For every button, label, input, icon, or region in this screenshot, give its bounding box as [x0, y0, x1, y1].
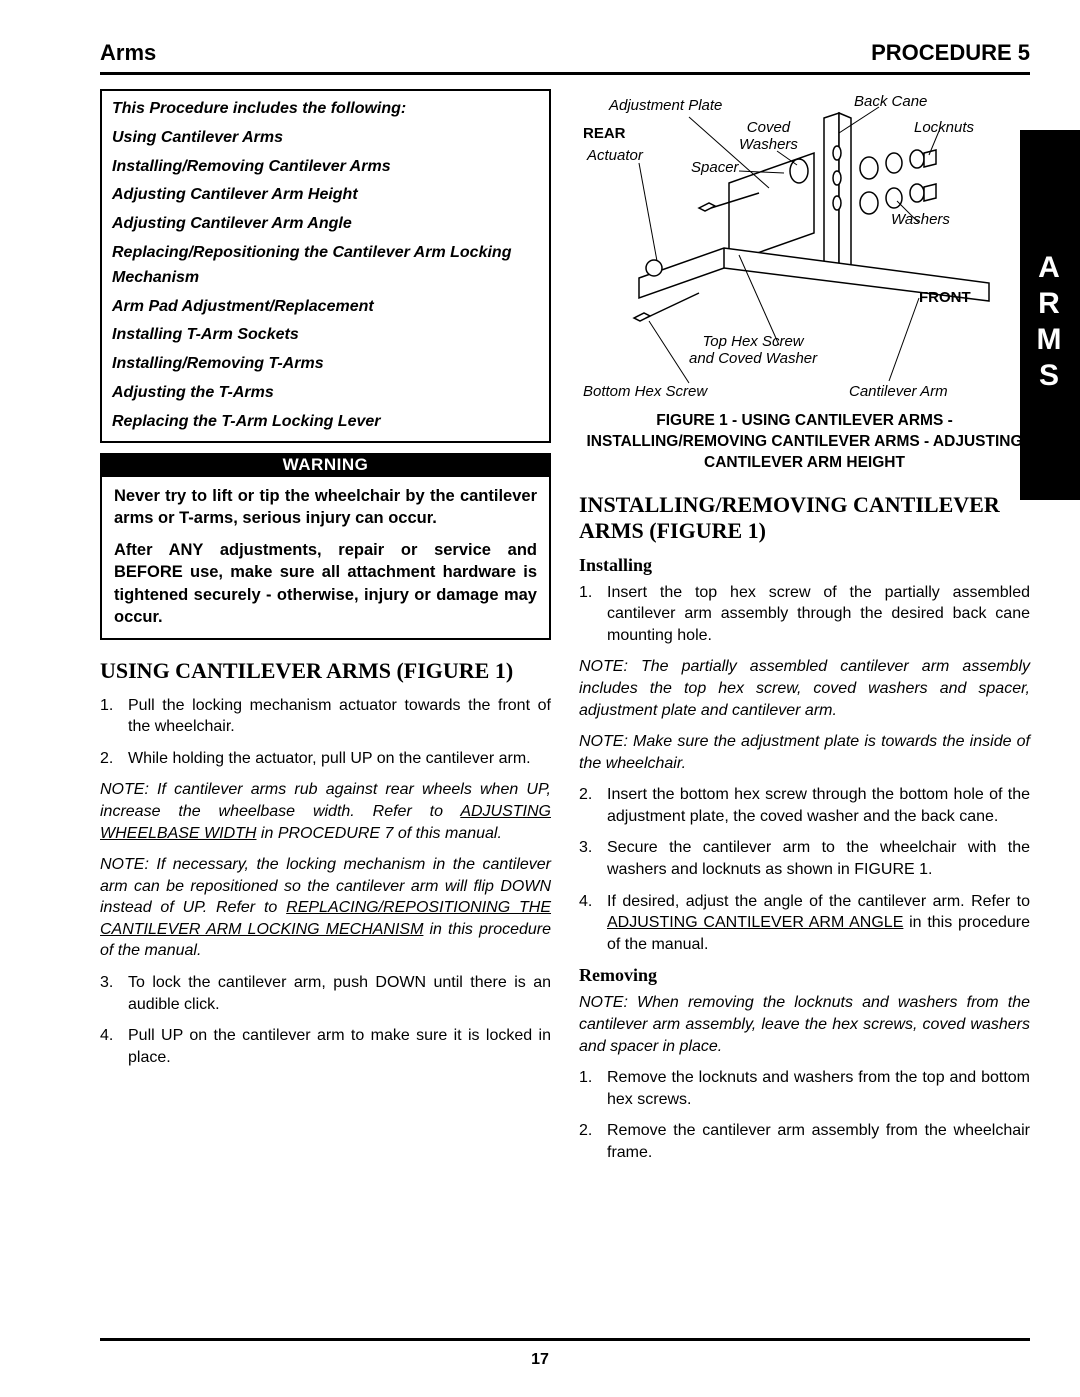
page-number: 17 [0, 1351, 1080, 1369]
lbl-washers: Washers [891, 211, 950, 228]
lbl-spacer: Spacer [691, 159, 739, 176]
step: If desired, adjust the angle of the cant… [579, 891, 1030, 956]
procedure-lead: This Procedure includes the following: [102, 91, 549, 124]
lbl-actuator: Actuator [587, 147, 643, 164]
figure-1-diagram: Adjustment Plate Back Cane REAR Coved Wa… [579, 93, 1030, 403]
subheading-installing: Installing [579, 555, 1030, 576]
step: Secure the cantilever arm to the wheelch… [579, 837, 1030, 880]
procedure-item: Adjusting Cantilever Arm Angle [102, 210, 549, 239]
warning-p1: Never try to lift or tip the wheelchair … [114, 485, 537, 530]
procedure-item: Replacing the T-Arm Locking Lever [102, 408, 549, 441]
step: Insert the top hex screw of the partiall… [579, 582, 1030, 647]
procedure-item: Replacing/Repositioning the Cantilever A… [102, 239, 549, 293]
note: NOTE: The partially assembled cantilever… [579, 656, 1030, 721]
lbl-back-cane: Back Cane [854, 93, 927, 110]
note: NOTE: If cantilever arms rub against rea… [100, 779, 551, 844]
note: NOTE: Make sure the adjustment plate is … [579, 731, 1030, 774]
note: NOTE: When removing the locknuts and was… [579, 992, 1030, 1057]
procedure-item: Using Cantilever Arms [102, 124, 549, 153]
step: Remove the locknuts and washers from the… [579, 1067, 1030, 1110]
subheading-removing: Removing [579, 965, 1030, 986]
warning-p2: After ANY adjustments, repair or service… [114, 539, 537, 628]
side-tab-arms: A R M S [1020, 130, 1080, 500]
lbl-rear: REAR [583, 125, 626, 142]
header-left: Arms [100, 40, 156, 66]
warning-title: WARNING [100, 453, 551, 477]
procedure-item: Installing/Removing Cantilever Arms [102, 153, 549, 182]
procedure-item: Installing T-Arm Sockets [102, 321, 549, 350]
lbl-bottom-hex: Bottom Hex Screw [583, 383, 707, 400]
lbl-locknuts: Locknuts [914, 119, 974, 136]
procedure-item: Installing/Removing T-Arms [102, 350, 549, 379]
step: Insert the bottom hex screw through the … [579, 784, 1030, 827]
step: Pull UP on the cantilever arm to make su… [100, 1025, 551, 1068]
step: Remove the cantilever arm assembly from … [579, 1120, 1030, 1163]
step: While holding the actuator, pull UP on t… [100, 748, 551, 770]
lbl-top-hex: Top Hex Screw and Coved Washer [689, 333, 817, 367]
step: To lock the cantilever arm, push DOWN un… [100, 972, 551, 1015]
figure-caption: FIGURE 1 - USING CANTILEVER ARMS - INSTA… [579, 411, 1030, 474]
procedure-item: Adjusting the T-Arms [102, 379, 549, 408]
procedure-item: Arm Pad Adjustment/Replacement [102, 293, 549, 322]
lbl-cantilever-arm: Cantilever Arm [849, 383, 948, 400]
procedure-item: Adjusting Cantilever Arm Height [102, 181, 549, 210]
lbl-coved-washers: Coved Washers [739, 119, 798, 153]
lbl-adjustment-plate: Adjustment Plate [609, 97, 722, 114]
warning-body: Never try to lift or tip the wheelchair … [100, 477, 551, 641]
procedure-box: This Procedure includes the following: U… [100, 89, 551, 443]
header-right: PROCEDURE 5 [871, 40, 1030, 66]
heading-install-remove: INSTALLING/REMOVING CANTILEVER ARMS (FIG… [579, 492, 1030, 545]
heading-using-cantilever: USING CANTILEVER ARMS (FIGURE 1) [100, 658, 551, 684]
lbl-front: FRONT [919, 289, 971, 306]
note: NOTE: If necessary, the locking mechanis… [100, 854, 551, 962]
step: Pull the locking mechanism actuator towa… [100, 695, 551, 738]
